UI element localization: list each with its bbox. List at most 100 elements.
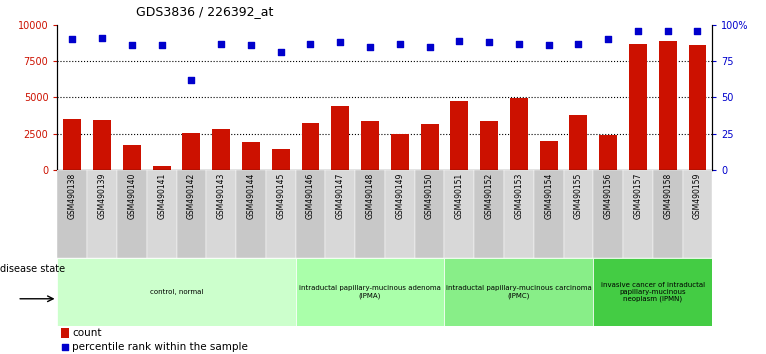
Bar (391, 133, 409, 170)
Bar (623, 170, 653, 258)
Text: GDS3836 / 226392_at: GDS3836 / 226392_at (136, 5, 273, 18)
Bar (421, 124, 438, 170)
Point (274, 50, 286, 55)
Bar (236, 170, 266, 258)
Bar (117, 170, 147, 258)
Bar (242, 142, 260, 170)
Text: count: count (72, 328, 102, 338)
Text: GSM490152: GSM490152 (485, 172, 493, 219)
Bar (689, 45, 706, 170)
Text: intraductal papillary-mucinous carcinoma
(IPMC): intraductal papillary-mucinous carcinoma… (446, 285, 592, 299)
Bar (176, 170, 206, 258)
Bar (534, 170, 564, 258)
Point (96, 35, 108, 41)
Bar (64, 119, 81, 170)
Bar (212, 129, 230, 170)
Point (453, 38, 466, 44)
Text: GSM490139: GSM490139 (97, 172, 106, 219)
Bar (414, 170, 444, 258)
Text: GSM490146: GSM490146 (306, 172, 315, 219)
Point (512, 41, 525, 46)
Bar (147, 170, 176, 258)
Point (66, 36, 78, 42)
Text: GSM490156: GSM490156 (604, 172, 613, 219)
Bar (266, 170, 296, 258)
Bar (296, 170, 326, 258)
Bar (123, 144, 141, 170)
Bar (504, 170, 534, 258)
Point (394, 41, 406, 46)
Bar (480, 121, 498, 170)
Bar (659, 41, 676, 170)
Bar (361, 121, 379, 170)
Text: GSM490150: GSM490150 (425, 172, 434, 219)
Bar (93, 120, 111, 170)
Text: GSM490144: GSM490144 (247, 172, 255, 219)
Bar (332, 106, 349, 170)
Point (58, 344, 70, 350)
Point (126, 42, 138, 48)
Text: GSM490158: GSM490158 (663, 172, 673, 219)
Point (155, 42, 168, 48)
Bar (629, 44, 647, 170)
Bar (599, 135, 617, 170)
Point (662, 28, 674, 33)
Text: GSM490142: GSM490142 (187, 172, 196, 219)
Bar (683, 170, 712, 258)
Text: invasive cancer of intraductal
papillary-mucinous
neoplasm (IPMN): invasive cancer of intraductal papillary… (601, 282, 705, 302)
Bar (57, 170, 87, 258)
Text: GSM490149: GSM490149 (395, 172, 404, 219)
Text: GSM490140: GSM490140 (127, 172, 136, 219)
Point (424, 44, 436, 49)
Bar (206, 170, 236, 258)
Bar (385, 170, 414, 258)
Bar (152, 166, 171, 170)
Bar (61, 328, 69, 338)
Bar (444, 170, 474, 258)
Text: GSM490154: GSM490154 (544, 172, 553, 219)
Point (483, 39, 496, 45)
Bar (182, 133, 201, 170)
Text: disease state: disease state (0, 263, 65, 274)
Text: GSM490153: GSM490153 (515, 172, 523, 219)
Bar (474, 170, 504, 258)
Bar (444, 258, 594, 326)
Point (364, 44, 376, 49)
Bar (302, 123, 319, 170)
Point (692, 28, 704, 33)
Bar (569, 115, 588, 170)
Point (334, 39, 346, 45)
Point (542, 42, 555, 48)
Bar (57, 258, 296, 326)
Point (572, 41, 584, 46)
Bar (540, 141, 558, 170)
Bar (355, 170, 385, 258)
Text: intraductal papillary-mucinous adenoma
(IPMA): intraductal papillary-mucinous adenoma (… (299, 285, 441, 299)
Text: percentile rank within the sample: percentile rank within the sample (72, 342, 248, 352)
Bar (450, 101, 468, 170)
Text: GSM490138: GSM490138 (68, 172, 77, 219)
Text: GSM490147: GSM490147 (336, 172, 345, 219)
Text: GSM490151: GSM490151 (455, 172, 464, 219)
Bar (594, 170, 623, 258)
Point (185, 77, 198, 83)
Text: GSM490159: GSM490159 (693, 172, 702, 219)
Point (215, 41, 228, 46)
Text: control, normal: control, normal (150, 289, 203, 295)
Bar (326, 170, 355, 258)
Point (245, 42, 257, 48)
Text: GSM490148: GSM490148 (365, 172, 375, 219)
Bar (296, 258, 444, 326)
Bar (653, 170, 683, 258)
Text: GSM490157: GSM490157 (633, 172, 643, 219)
Text: GSM490141: GSM490141 (157, 172, 166, 219)
Point (632, 28, 644, 33)
Text: GSM490143: GSM490143 (217, 172, 226, 219)
Bar (564, 170, 594, 258)
Text: GSM490155: GSM490155 (574, 172, 583, 219)
Bar (510, 98, 528, 170)
Bar (272, 149, 290, 170)
Point (602, 36, 614, 42)
Bar (87, 170, 117, 258)
Text: GSM490145: GSM490145 (277, 172, 285, 219)
